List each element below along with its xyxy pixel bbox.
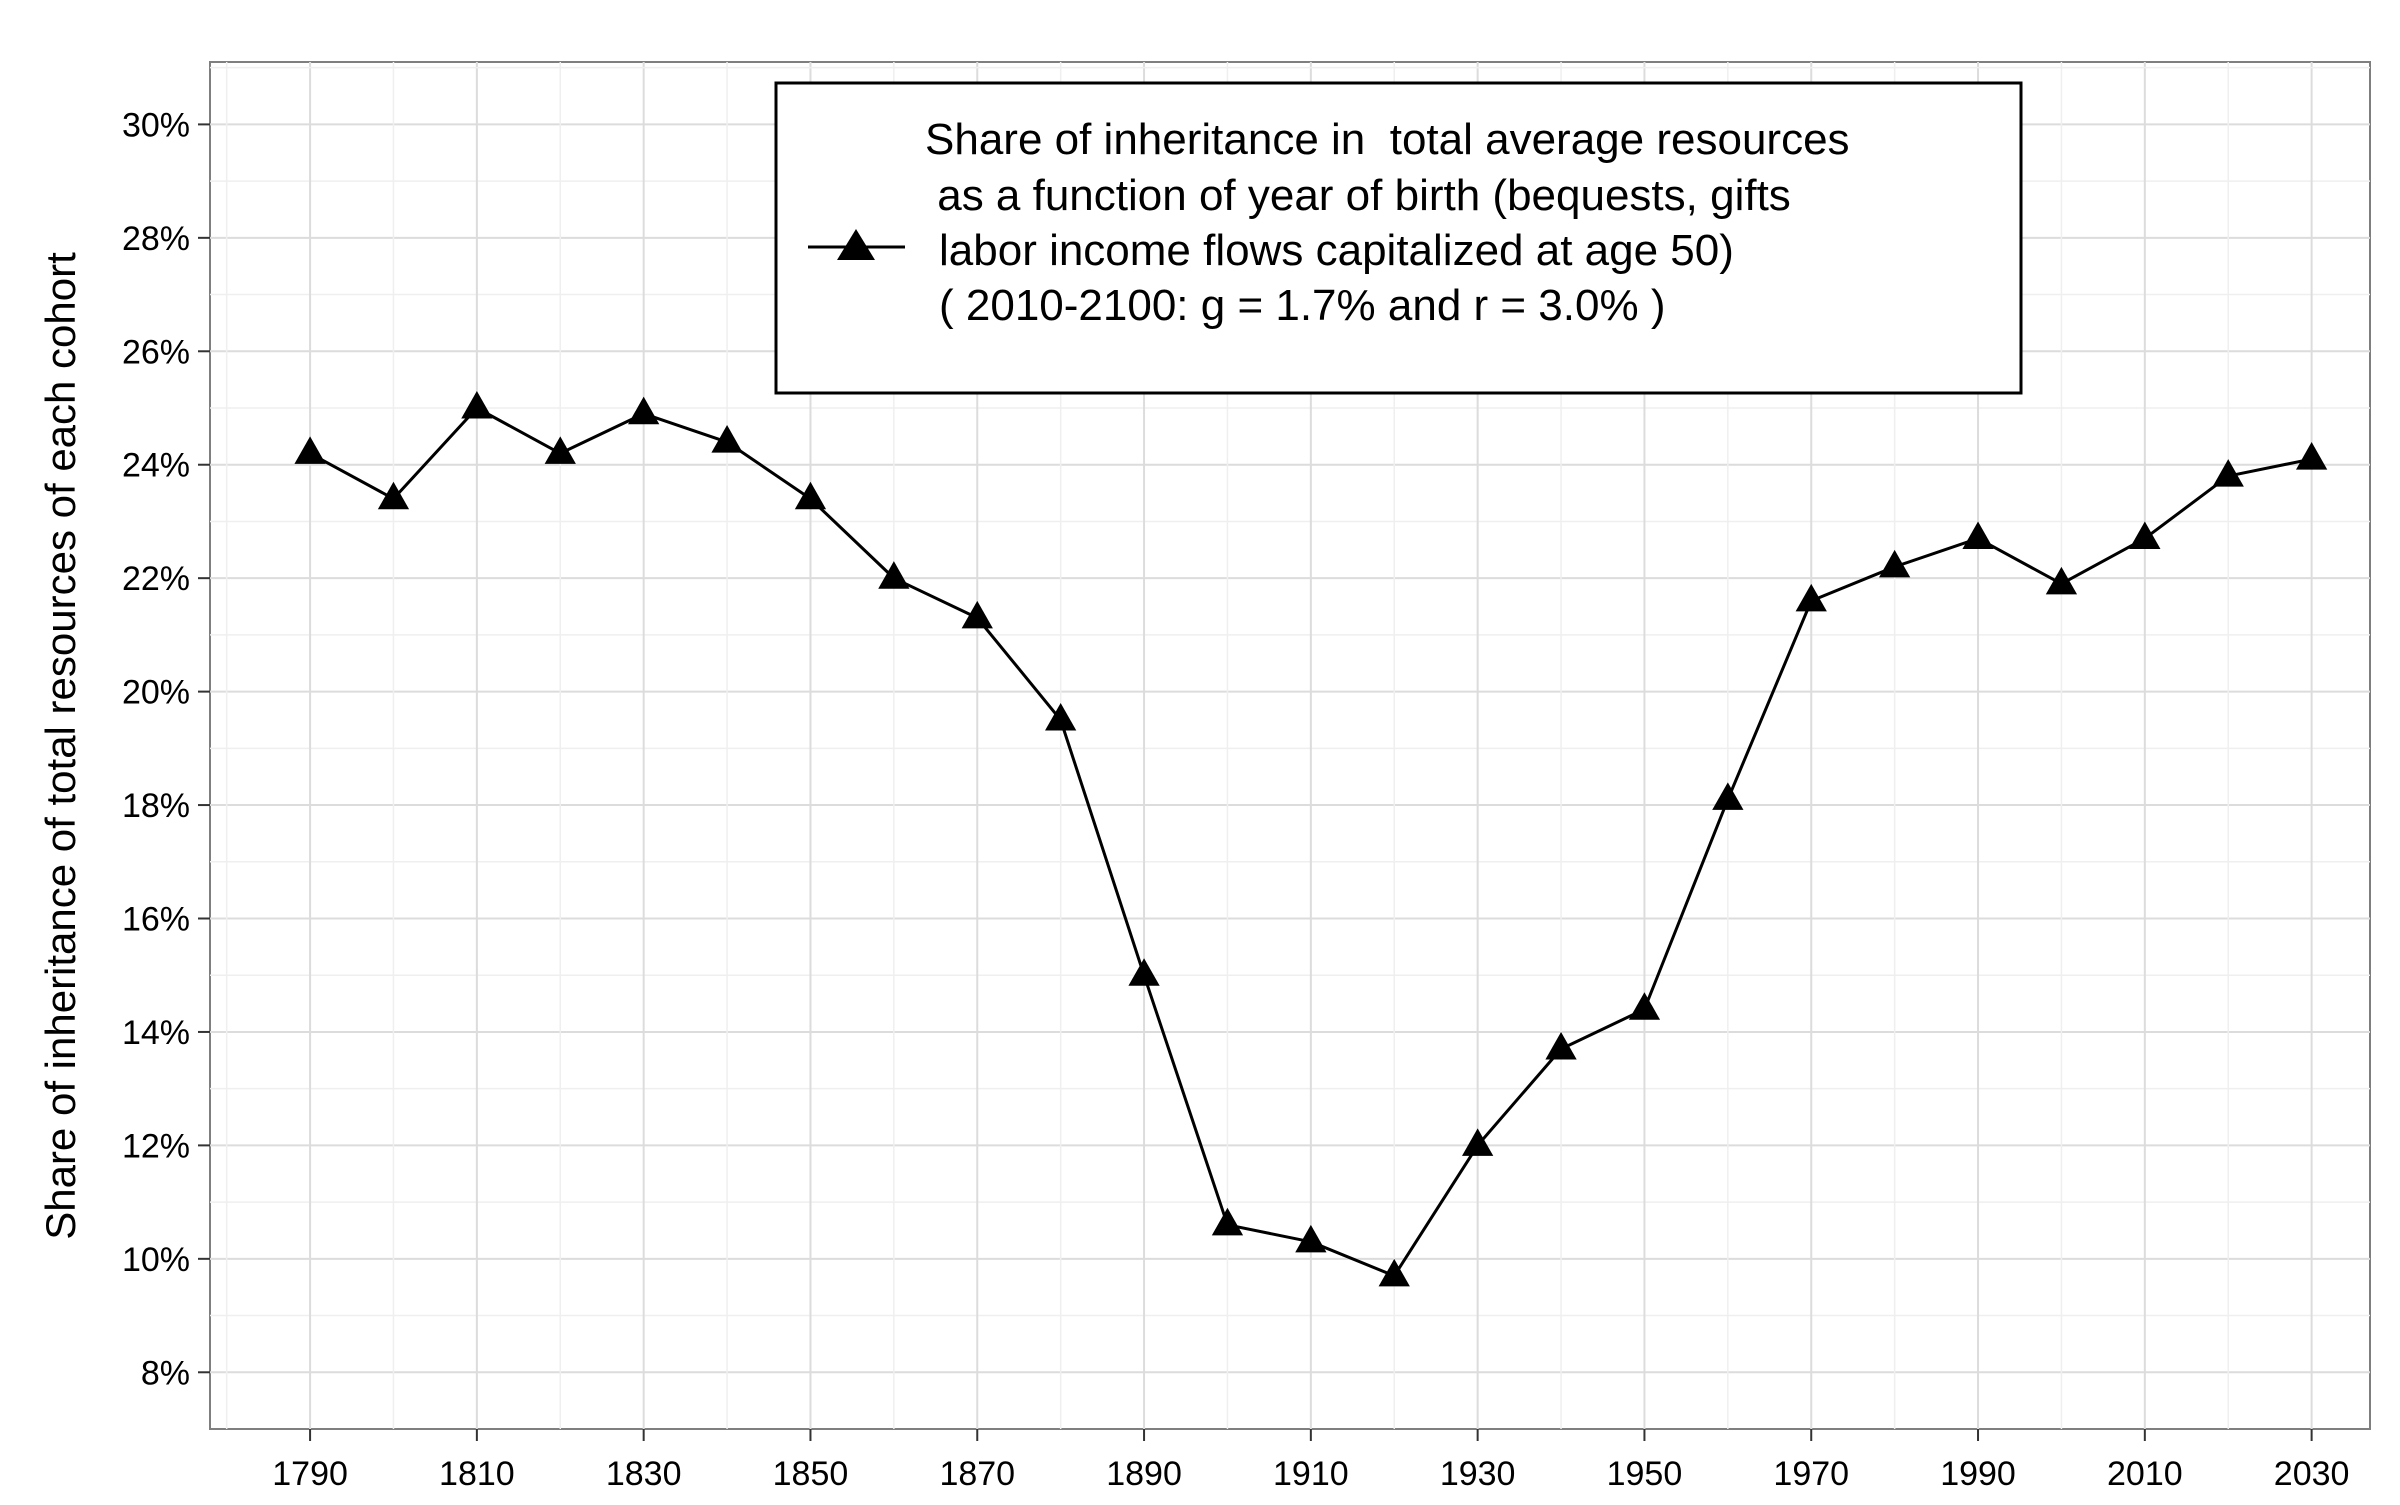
- x-tick-label: 2010: [2107, 1455, 2183, 1493]
- y-tick-label: 24%: [122, 447, 190, 485]
- y-tick-label: 28%: [122, 220, 190, 258]
- y-tick-label: 22%: [122, 560, 190, 598]
- legend-text-line-3: labor income flows capitalized at age 50…: [939, 226, 1734, 275]
- legend-marker-key: [837, 229, 875, 260]
- data-point: [1462, 1128, 1494, 1156]
- data-point: [1211, 1207, 1244, 1236]
- x-tick-label: 1910: [1273, 1455, 1349, 1493]
- legend-text-line-1: Share of inheritance in total average re…: [925, 115, 1850, 164]
- x-tick-label: 1810: [439, 1455, 515, 1493]
- data-point: [1962, 521, 1994, 550]
- y-axis: 8% 10% 12% 14% 16% 18% 20% 22% 24% 26% 28% 30%: [122, 106, 210, 1392]
- data-point: [1045, 702, 1077, 731]
- data-point: [1712, 782, 1744, 810]
- data-point: [1795, 583, 1827, 612]
- data-point: [2045, 566, 2078, 595]
- data-point: [878, 561, 910, 589]
- data-point: [628, 396, 660, 425]
- data-point: [1378, 1258, 1410, 1287]
- x-tick-label: 1790: [272, 1455, 348, 1493]
- data-point: [2212, 459, 2244, 487]
- y-axis-label: Share of inheritance of total resources …: [37, 252, 84, 1240]
- legend-text-line-2: as a function of year of birth (bequests…: [925, 171, 1791, 220]
- data-point: [2129, 521, 2161, 550]
- series-markers: [294, 391, 2328, 1287]
- data-point: [2295, 442, 2328, 470]
- data-point: [1545, 1031, 1577, 1060]
- y-tick-label: 16%: [122, 901, 190, 939]
- y-tick-label: 10%: [122, 1241, 190, 1279]
- x-tick-label: 1970: [1773, 1455, 1849, 1493]
- x-tick-label: 1950: [1607, 1455, 1683, 1493]
- data-point: [544, 436, 576, 464]
- legend: Share of inheritance in total average re…: [774, 81, 2023, 395]
- x-tick-label: 1830: [606, 1455, 682, 1493]
- x-tick-label: 1990: [1940, 1455, 2016, 1493]
- legend-text-line-4: ( 2010-2100: g = 1.7% and r = 3.0% ): [939, 281, 1665, 330]
- data-point: [794, 481, 827, 510]
- x-tick-label: 1930: [1440, 1455, 1516, 1493]
- x-tick-label: 1890: [1106, 1455, 1182, 1493]
- x-axis: 1790 1810 1830 1850 1870 1890 1910 1930 1950 1970…: [272, 1429, 2349, 1493]
- data-point: [294, 436, 326, 464]
- data-point: [1295, 1224, 1327, 1253]
- x-tick-label: 1870: [939, 1455, 1015, 1493]
- data-point: [711, 425, 743, 453]
- x-tick-label: 1850: [773, 1455, 849, 1493]
- y-tick-label: 18%: [122, 787, 190, 825]
- y-tick-label: 14%: [122, 1014, 190, 1052]
- data-point: [1878, 549, 1911, 578]
- y-tick-label: 12%: [122, 1127, 190, 1165]
- data-point: [1128, 958, 1160, 986]
- x-tick-label: 2030: [2274, 1455, 2350, 1493]
- y-tick-label: 30%: [122, 106, 190, 144]
- y-tick-label: 20%: [122, 674, 190, 712]
- data-point: [961, 600, 993, 629]
- y-tick-label: 8%: [141, 1354, 190, 1392]
- y-tick-label: 26%: [122, 333, 190, 371]
- legend-box: [774, 81, 2023, 395]
- data-point: [1628, 992, 1661, 1020]
- data-point: [377, 481, 410, 510]
- data-point: [461, 391, 493, 419]
